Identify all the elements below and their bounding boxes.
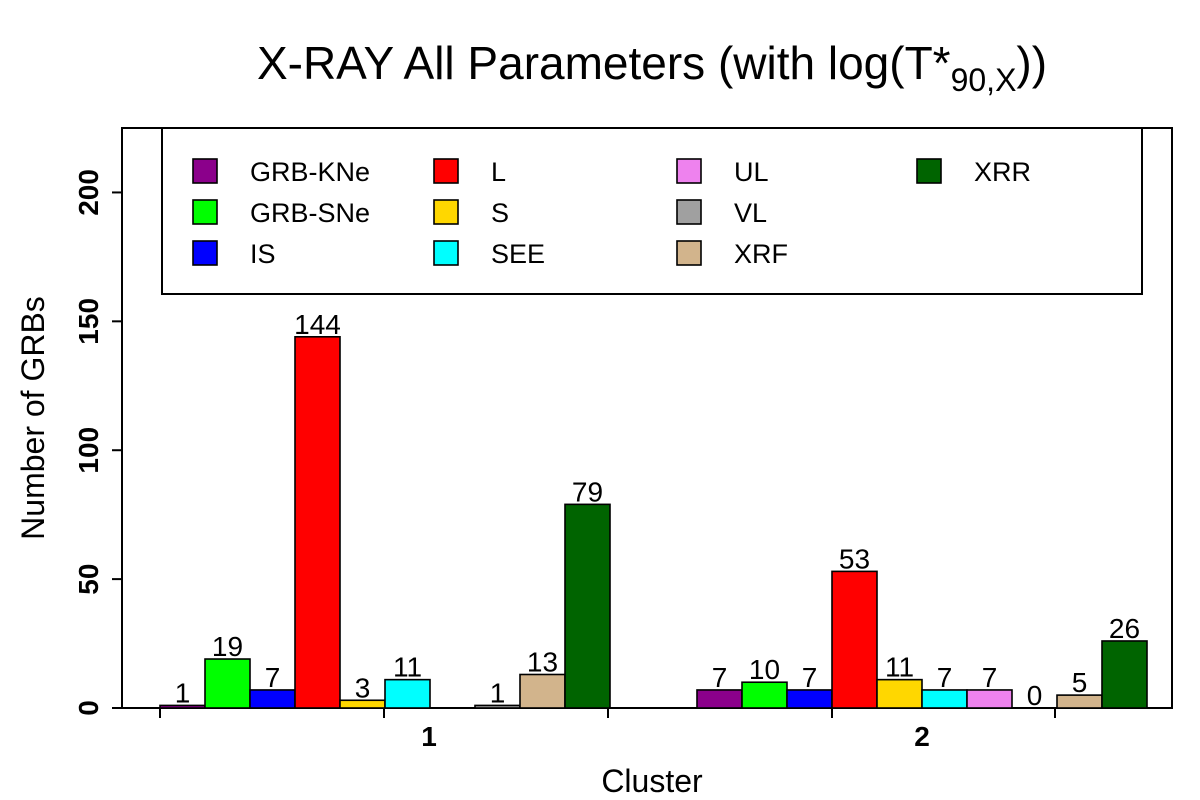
bar-s-cluster-2 [876, 678, 923, 709]
chart-title: X-RAY All Parameters (with log(T*90,X)) [257, 37, 1047, 98]
legend-box [161, 127, 1143, 295]
legend-swatch-see [433, 240, 459, 266]
bar-value-label: 7 [712, 662, 728, 693]
bar-grb-sne-cluster-1 [204, 658, 251, 709]
bar-value-label: 53 [839, 543, 870, 574]
bar-value-label: 3 [355, 672, 371, 703]
chart-title-main: X-RAY All Parameters (with log(T* [257, 37, 951, 89]
legend-swatch-xrr [916, 158, 942, 184]
bar-value-label: 1 [175, 677, 191, 708]
bar-value-label: 79 [572, 476, 603, 507]
bar-value-label: 7 [265, 662, 281, 693]
legend-label-is: IS [250, 239, 276, 269]
bar-value-label: 5 [1072, 667, 1088, 698]
bar-value-label: 19 [212, 631, 243, 662]
legend-swatch-is [192, 240, 218, 266]
bar-xrf-cluster-1 [519, 673, 566, 709]
x-tick-label: 1 [421, 721, 437, 752]
bar-grb-sne-cluster-2 [741, 681, 788, 709]
legend-swatch-s [433, 199, 459, 225]
y-axis: 0 50 100 150 200 [73, 169, 123, 716]
legend-label-ul: UL [734, 157, 769, 187]
legend-label-xrf: XRF [734, 239, 788, 269]
bar-value-label: 13 [527, 646, 558, 677]
bar-l-cluster-1 [294, 335, 341, 709]
legend-swatch-ul [676, 158, 702, 184]
legend-swatch-grb-kne [192, 158, 218, 184]
legend-swatch-xrf [676, 240, 702, 266]
y-axis-label: Number of GRBs [15, 296, 51, 540]
chart-title-close: )) [1016, 37, 1047, 89]
bar-value-label: 144 [294, 309, 341, 340]
bar-see-cluster-1 [384, 678, 431, 709]
x-tick-label: 2 [914, 721, 930, 752]
bar-value-label: 26 [1109, 613, 1140, 644]
chart-title-subscript: 90,X [951, 62, 1017, 98]
legend-label-l: L [491, 157, 506, 187]
legend-swatch-grb-sne [192, 199, 218, 225]
legend-swatch-vl [676, 199, 702, 225]
legend-label-see: SEE [491, 239, 545, 269]
y-tick-label: 150 [73, 298, 104, 345]
bars [159, 335, 1148, 709]
bar-value-label: 7 [982, 662, 998, 693]
legend-label-grb-kne: GRB-KNe [250, 157, 370, 187]
bar-value-label: 7 [937, 662, 953, 693]
bar-xrr-cluster-2 [1101, 640, 1148, 709]
bar-value-label: 0 [1027, 680, 1043, 711]
bar-value-label: 1 [490, 677, 506, 708]
legend-label-s: S [491, 198, 509, 228]
x-axis-label: Cluster [601, 763, 703, 799]
y-tick-label: 50 [73, 564, 104, 595]
legend-label-xrr: XRR [974, 157, 1031, 187]
bar-xrr-cluster-1 [564, 503, 611, 709]
bar-ul-cluster-2 [966, 689, 1013, 709]
legend-label-grb-sne: GRB-SNe [250, 198, 370, 228]
legend: GRB-KNe GRB-SNe IS LS SEE UL VL XRF XRR [161, 127, 1143, 295]
bar-value-label: 11 [885, 652, 914, 683]
y-tick-label: 200 [73, 169, 104, 216]
bar-value-label: 7 [802, 662, 818, 693]
bar-value-label: 11 [393, 652, 422, 683]
legend-label-vl: VL [734, 198, 767, 228]
y-tick-label: 0 [73, 700, 104, 716]
legend-swatch-l [433, 158, 459, 184]
y-tick-label: 100 [73, 427, 104, 474]
bar-value-label: 10 [749, 654, 780, 685]
bar-l-cluster-2 [831, 570, 878, 709]
